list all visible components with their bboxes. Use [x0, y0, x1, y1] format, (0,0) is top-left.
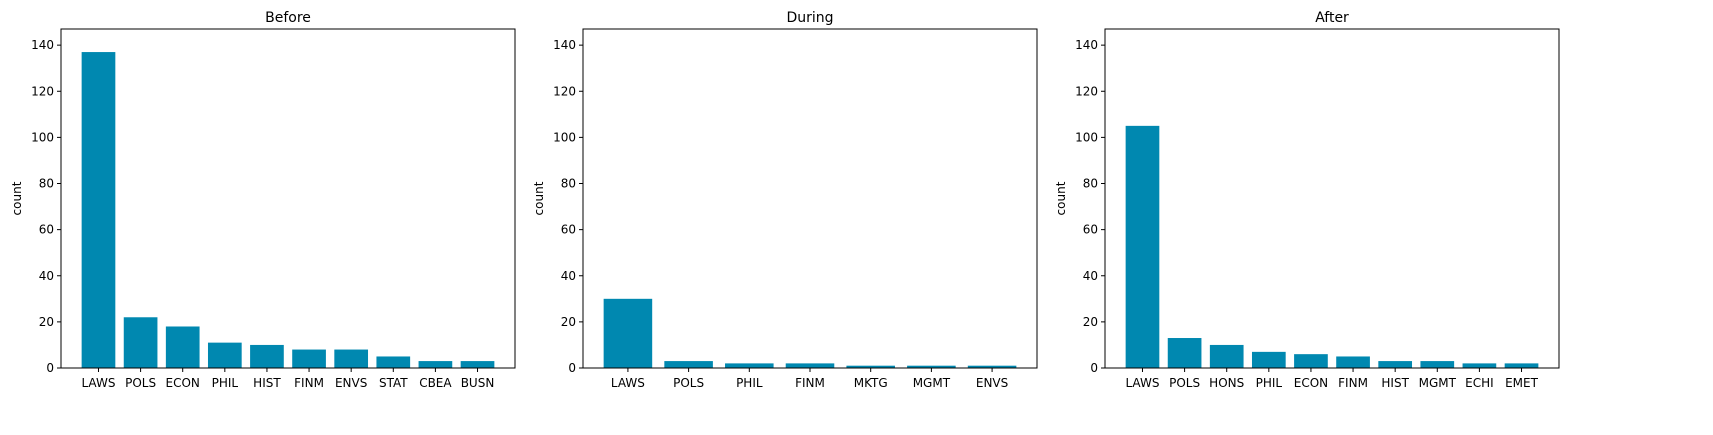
- y-axis-label: count: [10, 181, 24, 215]
- bar-phil: [725, 363, 774, 368]
- x-tick-label: ECHI: [1465, 376, 1494, 390]
- x-tick-label: FINM: [1338, 376, 1368, 390]
- y-tick-label: 140: [553, 38, 576, 52]
- y-tick-label: 40: [39, 269, 54, 283]
- chart-during: During count LAWS POLS PHIL FINM MKTG MGMT ENV…: [532, 10, 1038, 390]
- y-tick-label: 120: [553, 84, 576, 98]
- bar-cbea: [418, 361, 453, 368]
- bar-busn: [460, 361, 495, 368]
- x-tick-label: LAWS: [1125, 376, 1159, 390]
- y-tick-label: 100: [31, 130, 54, 144]
- bar-mgmt: [1420, 361, 1455, 368]
- x-tick-label: MKTG: [854, 376, 888, 390]
- y-axis-label: count: [1054, 181, 1068, 215]
- x-tick-label: POLS: [125, 376, 156, 390]
- x-tick-label: MGMT: [913, 376, 951, 390]
- chart-before: Before count LAWS POLS ECON PHIL HIST FINM ENV…: [10, 10, 516, 390]
- x-tick-label: FINM: [795, 376, 825, 390]
- y-tick-label: 140: [31, 38, 54, 52]
- x-tick-label: FINM: [294, 376, 324, 390]
- y-tick-label: 0: [46, 361, 54, 375]
- bar-laws: [1125, 125, 1160, 368]
- x-tick-label: BUSN: [461, 376, 495, 390]
- axes-frame: [1104, 28, 1560, 369]
- y-tick-label: 80: [561, 177, 576, 191]
- y-tick-label: 100: [1075, 130, 1098, 144]
- x-tick-label: LAWS: [611, 376, 645, 390]
- y-tick-label: 80: [1083, 177, 1098, 191]
- x-tick-label: HIST: [1381, 376, 1409, 390]
- bar-pols: [1167, 338, 1202, 368]
- bar-hons: [1209, 344, 1244, 368]
- bar-laws: [603, 298, 653, 368]
- x-tick-label: POLS: [1169, 376, 1200, 390]
- x-tick-label: HONS: [1209, 376, 1244, 390]
- bar-stat: [376, 356, 411, 368]
- bar-finm: [785, 363, 835, 368]
- bar-phil: [1251, 351, 1286, 368]
- bar-hist: [1378, 361, 1413, 368]
- bar-pols: [123, 317, 158, 368]
- x-tick-label: PHIL: [1256, 376, 1283, 390]
- bar-hist: [250, 344, 284, 368]
- x-tick-label: CBEA: [419, 376, 452, 390]
- x-tick-label: HIST: [253, 376, 281, 390]
- y-tick-label: 0: [568, 361, 576, 375]
- y-tick-label: 20: [1083, 315, 1098, 329]
- y-tick-label: 140: [1075, 38, 1098, 52]
- x-tick-label: ECON: [1294, 376, 1328, 390]
- y-axis-label: count: [532, 181, 546, 215]
- y-tick-label: 20: [39, 315, 54, 329]
- x-tick-label: ECON: [166, 376, 200, 390]
- chart-after: After count LAWS POLS HONS PHIL ECON FINM HIST…: [1054, 10, 1560, 390]
- y-tick-label: 60: [561, 223, 576, 237]
- y-tick-label: 120: [31, 84, 54, 98]
- x-tick-label: POLS: [673, 376, 704, 390]
- x-tick-label: MGMT: [1419, 376, 1457, 390]
- bar-echi: [1462, 363, 1497, 368]
- bar-mgmt: [907, 365, 956, 368]
- bar-envs: [967, 365, 1017, 368]
- bar-econ: [165, 326, 200, 368]
- bar-emet: [1504, 363, 1539, 368]
- y-tick-label: 60: [1083, 223, 1098, 237]
- y-tick-label: 100: [553, 130, 576, 144]
- axes-frame: [60, 28, 516, 369]
- chart-title: During: [786, 10, 833, 26]
- bar-finm: [1336, 356, 1370, 368]
- chart-title: Before: [265, 10, 311, 26]
- x-tick-label: PHIL: [736, 376, 763, 390]
- y-tick-label: 20: [561, 315, 576, 329]
- y-tick-label: 80: [39, 177, 54, 191]
- x-tick-label: ENVS: [335, 376, 367, 390]
- bar-finm: [292, 349, 326, 368]
- y-tick-label: 0: [1090, 361, 1098, 375]
- x-tick-label: EMET: [1505, 376, 1539, 390]
- axes-frame: [582, 28, 1038, 369]
- x-tick-label: PHIL: [212, 376, 239, 390]
- bar-pols: [664, 361, 713, 368]
- x-tick-label: ENVS: [976, 376, 1008, 390]
- bar-laws: [81, 52, 116, 369]
- bar-econ: [1294, 354, 1328, 368]
- y-tick-label: 60: [39, 223, 54, 237]
- x-tick-label: LAWS: [81, 376, 115, 390]
- bar-envs: [334, 349, 369, 368]
- bar-phil: [207, 342, 242, 368]
- y-tick-label: 120: [1075, 84, 1098, 98]
- x-tick-label: STAT: [379, 376, 408, 390]
- bar-mktg: [846, 365, 895, 368]
- chart-title: After: [1315, 10, 1349, 26]
- y-tick-label: 40: [1083, 269, 1098, 283]
- y-tick-label: 40: [561, 269, 576, 283]
